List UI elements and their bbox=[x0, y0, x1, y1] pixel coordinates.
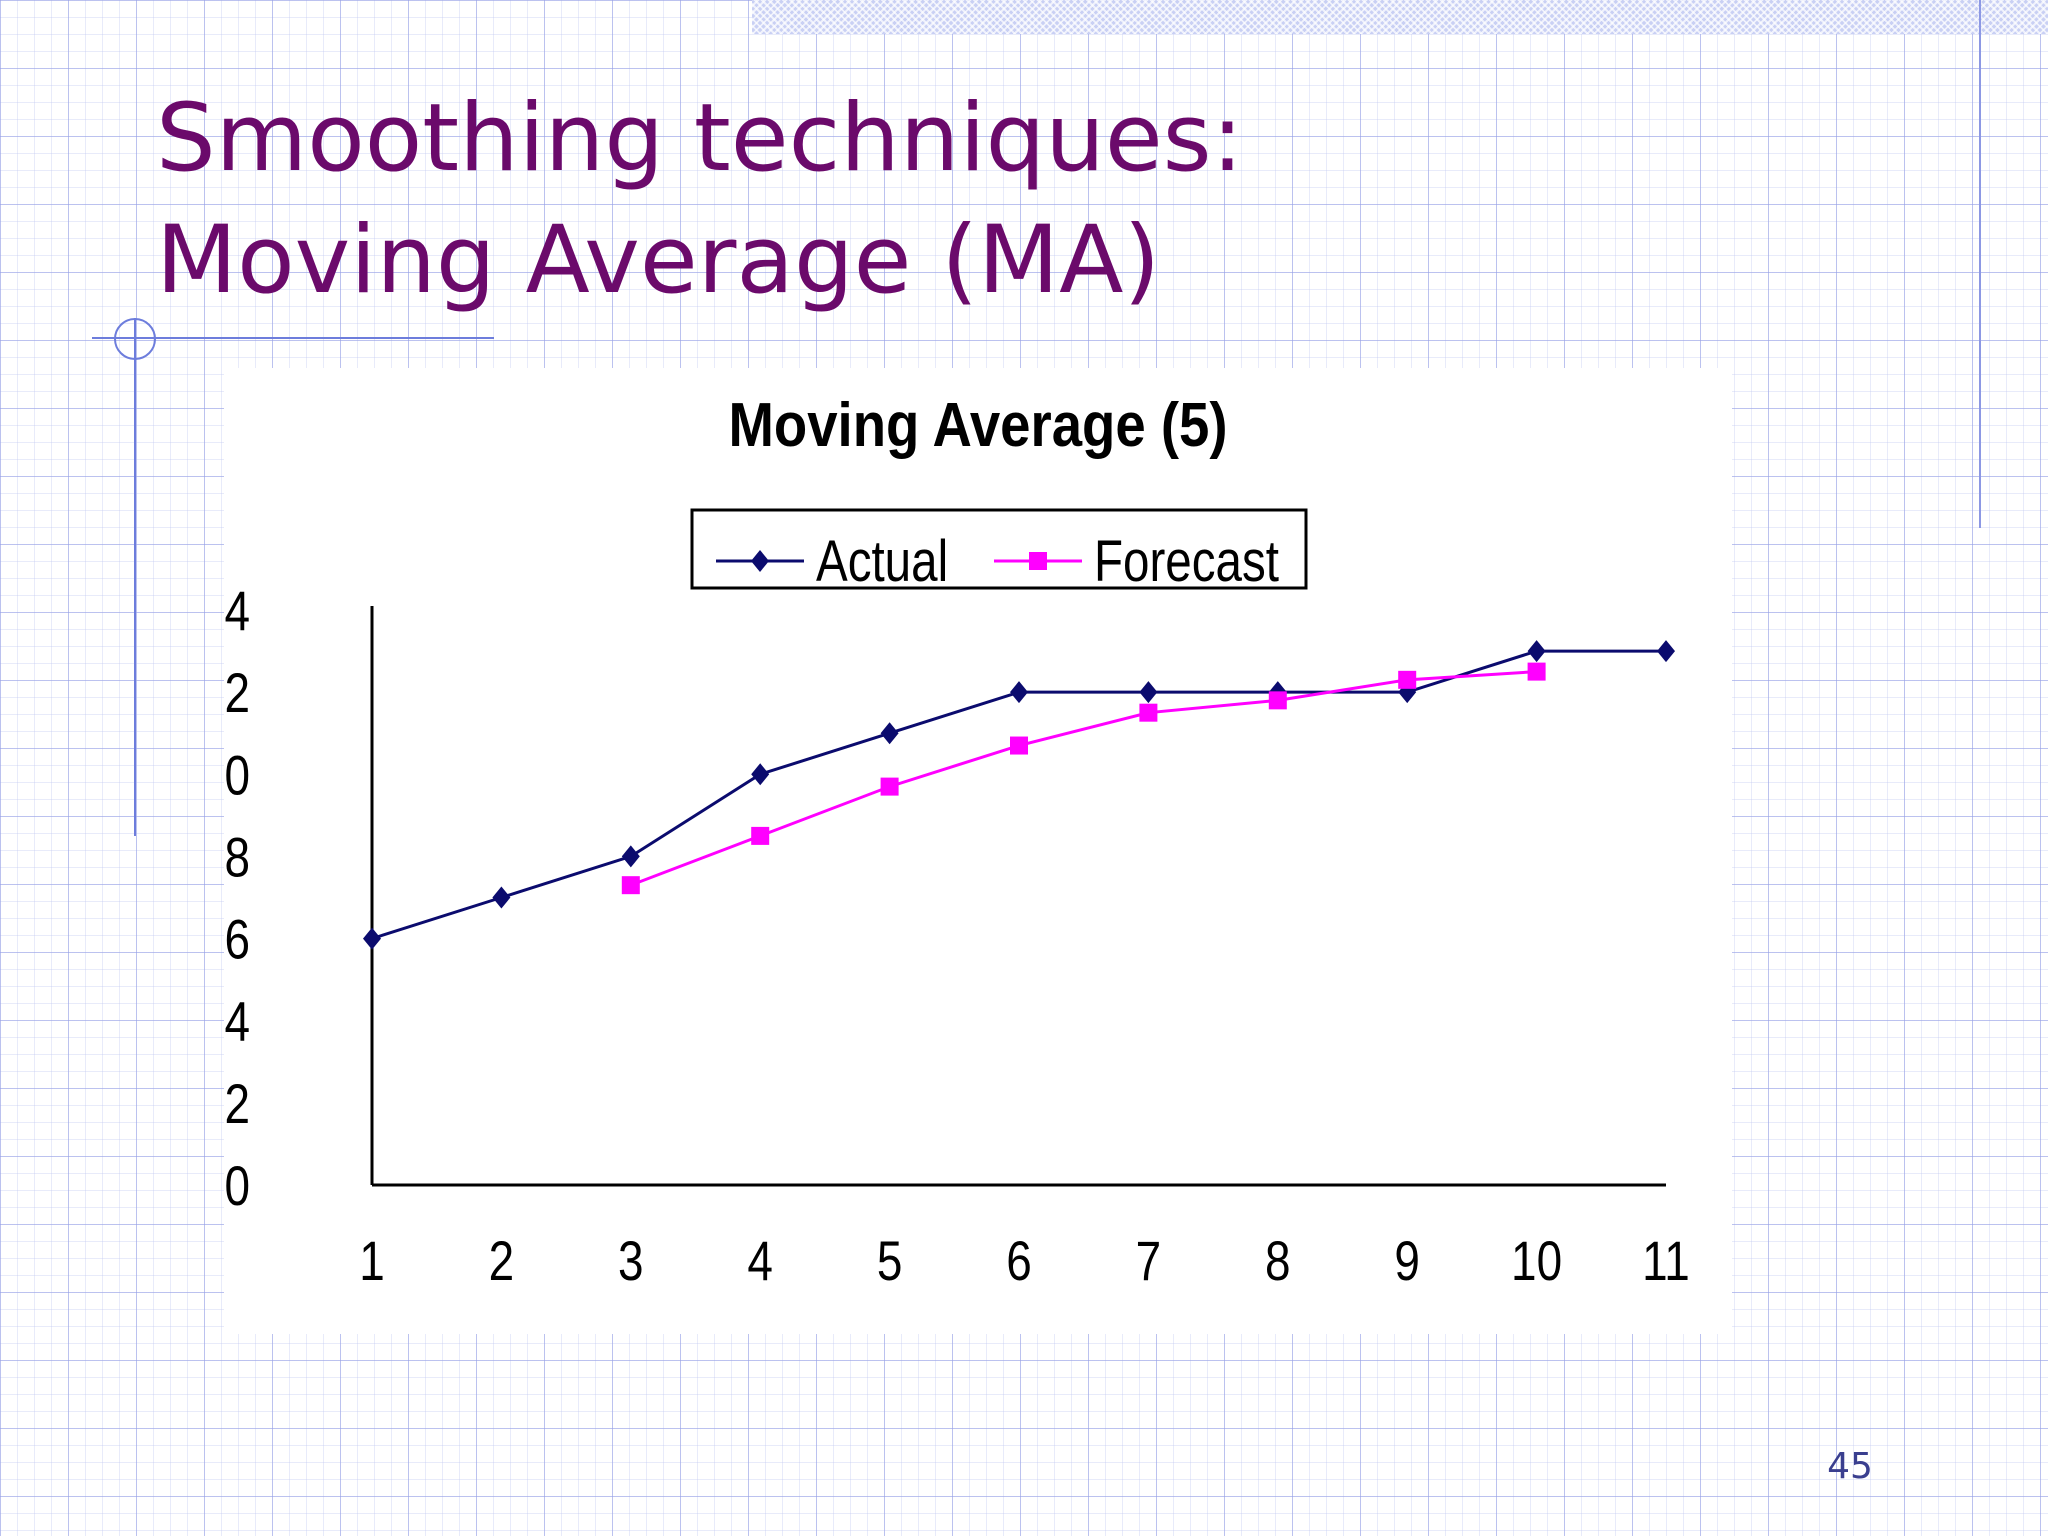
x-tick-label: 2 bbox=[489, 1230, 515, 1292]
x-tick-label: 9 bbox=[1394, 1230, 1420, 1292]
data-point-forecast bbox=[1268, 691, 1287, 710]
x-tick-label: 8 bbox=[1265, 1230, 1291, 1292]
data-point-forecast bbox=[880, 777, 899, 796]
data-point-actual bbox=[621, 845, 640, 868]
x-tick-label: 1 bbox=[359, 1230, 385, 1292]
chart-legend-box bbox=[690, 508, 1308, 590]
slide-title: Smoothing techniques: Moving Average (MA… bbox=[156, 78, 1556, 322]
top-pattern-band bbox=[752, 0, 2048, 34]
data-point-actual bbox=[363, 927, 381, 950]
data-point-forecast bbox=[1010, 736, 1028, 755]
x-tick-label: 11 bbox=[1642, 1230, 1690, 1292]
chart-title: Moving Average (5) bbox=[728, 391, 1227, 460]
x-tick-label: 4 bbox=[747, 1230, 773, 1292]
x-tick-label: 3 bbox=[618, 1230, 644, 1292]
slide-title-line-1: Smoothing techniques: bbox=[156, 84, 1244, 193]
chart-legend: Actual Forecast bbox=[716, 530, 1279, 595]
data-point-forecast bbox=[1139, 703, 1158, 722]
y-tick-label: 4 bbox=[224, 990, 250, 1052]
x-tick-label: 5 bbox=[877, 1230, 903, 1292]
slide-title-line-2: Moving Average (MA) bbox=[156, 206, 1161, 315]
legend-marker-actual bbox=[751, 550, 769, 572]
data-point-actual bbox=[492, 886, 511, 909]
series-line-forecast bbox=[630, 670, 1537, 887]
data-point-forecast bbox=[621, 876, 640, 895]
y-tick-label: 6 bbox=[224, 908, 250, 970]
data-point-forecast bbox=[1398, 670, 1417, 689]
data-point-actual bbox=[880, 722, 899, 745]
data-point-actual bbox=[751, 763, 770, 786]
series-forecast bbox=[621, 662, 1546, 895]
data-point-actual bbox=[1527, 640, 1546, 663]
legend-label-forecast: Forecast bbox=[1094, 530, 1279, 595]
chart-series bbox=[363, 640, 1675, 950]
right-decorative-rule bbox=[1979, 0, 1981, 528]
data-point-actual bbox=[1139, 681, 1158, 704]
decorative-circle bbox=[114, 318, 156, 360]
data-point-actual bbox=[1657, 640, 1675, 663]
data-point-forecast bbox=[751, 826, 770, 845]
y-axis-ticks: 0 2 4 6 8 10 12 14 bbox=[224, 580, 250, 1217]
y-tick-label: 0 bbox=[224, 1155, 250, 1217]
x-tick-label: 6 bbox=[1006, 1230, 1032, 1292]
data-point-actual bbox=[1010, 681, 1028, 704]
x-axis-ticks: 1 2 3 4 5 6 7 8 9 10 11 bbox=[359, 1230, 1690, 1292]
data-point-actual bbox=[1398, 681, 1417, 704]
legend-label-actual: Actual bbox=[816, 530, 948, 595]
y-tick-label: 14 bbox=[224, 580, 250, 642]
page-number: 45 bbox=[1827, 1446, 1873, 1487]
y-tick-label: 10 bbox=[224, 744, 250, 806]
y-tick-label: 12 bbox=[224, 662, 250, 724]
y-tick-label: 8 bbox=[224, 826, 250, 888]
legend-marker-forecast bbox=[1029, 552, 1047, 570]
x-tick-label: 7 bbox=[1136, 1230, 1162, 1292]
y-tick-label: 2 bbox=[224, 1073, 250, 1135]
x-tick-label: 10 bbox=[1511, 1230, 1562, 1292]
series-actual bbox=[363, 640, 1675, 950]
title-underline-rule bbox=[92, 337, 494, 339]
left-decorative-rule bbox=[134, 318, 136, 836]
data-point-forecast bbox=[1527, 662, 1546, 681]
